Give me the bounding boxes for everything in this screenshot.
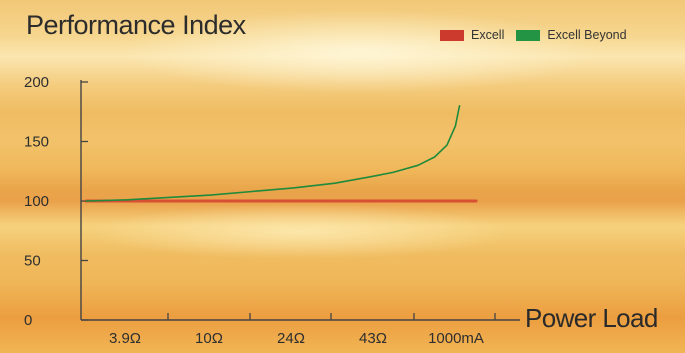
axes bbox=[80, 80, 520, 321]
legend-label-excell-beyond: Excell Beyond bbox=[547, 28, 627, 42]
y-tick-label: 150 bbox=[24, 134, 49, 151]
x-axis-label: Power Load bbox=[525, 303, 658, 333]
tick-marks: 0 50 100 150 200 3.9Ω 10Ω 24Ω 43Ω 1000mA bbox=[24, 74, 496, 347]
legend-swatch-excell-beyond bbox=[516, 29, 541, 41]
y-tick-label: 100 bbox=[24, 193, 49, 210]
y-tick-label: 50 bbox=[24, 253, 41, 270]
legend-item-excell-beyond: Excell Beyond bbox=[516, 28, 627, 42]
legend-label-excell: Excell bbox=[471, 28, 505, 42]
x-tick-label: 24Ω bbox=[277, 330, 305, 347]
legend: Excell Excell Beyond bbox=[440, 25, 685, 45]
x-tick-label: 3.9Ω bbox=[109, 330, 141, 347]
chart-title: Performance Index bbox=[26, 10, 246, 40]
legend-swatch-excell bbox=[440, 29, 464, 41]
y-tick-label: 0 bbox=[24, 312, 32, 329]
x-tick-label: 1000mA bbox=[428, 330, 484, 347]
series-line-excell-beyond bbox=[85, 105, 461, 202]
series-layer bbox=[84, 105, 478, 203]
y-tick-label: 200 bbox=[24, 74, 49, 91]
legend-item-excell: Excell bbox=[440, 28, 504, 42]
x-tick-label: 10Ω bbox=[195, 330, 223, 347]
x-tick-label: 43Ω bbox=[359, 330, 387, 347]
